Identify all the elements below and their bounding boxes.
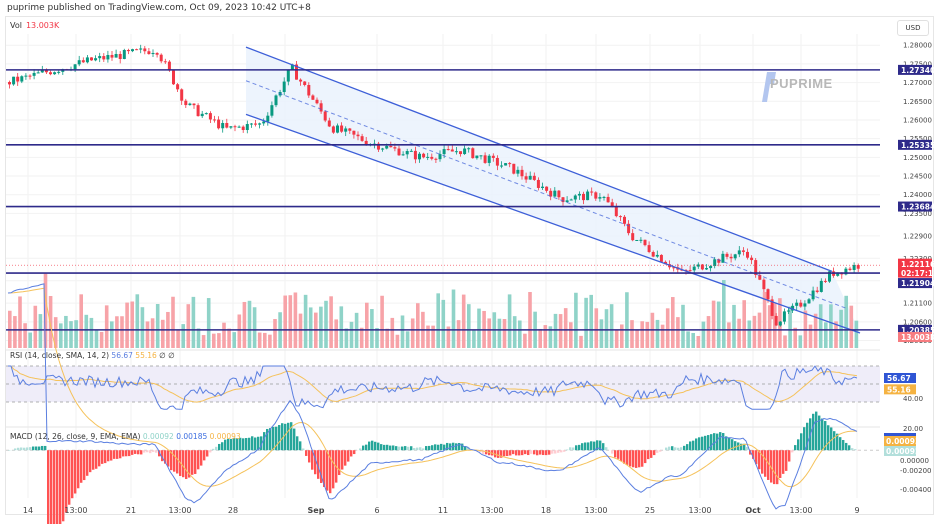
price-tick: 1.20600 [903, 318, 932, 326]
rsi-legend-prefix: RSI (14, close, SMA, 14, 2) [10, 351, 110, 360]
svg-text:20.00: 20.00 [903, 425, 923, 433]
time-tick-11: 25 [644, 506, 656, 515]
currency-button[interactable]: USD [897, 20, 929, 36]
volume-legend-value: 13.003K [25, 21, 60, 30]
support-tag-2 [898, 324, 932, 335]
price-tick: 1.26500 [903, 98, 932, 106]
rsi-sma-value: 55.16 [135, 351, 157, 360]
puprime-logo-icon [762, 72, 776, 102]
resistance-tag-1 [898, 64, 932, 75]
last-price-tag [898, 258, 932, 278]
watermark-logo: PUPRIME [770, 76, 833, 91]
svg-text:-0.00200: -0.00200 [900, 467, 931, 475]
price-tick: 1.27500 [903, 60, 932, 68]
svg-text:02:17:13: 02:17:13 [901, 269, 938, 278]
time-tick-8: 13:00 [480, 506, 504, 515]
svg-text:55.16: 55.16 [887, 385, 911, 394]
chart-frame [5, 16, 934, 515]
time-tick-6: 6 [374, 506, 380, 515]
svg-text:1.25335: 1.25335 [901, 141, 935, 150]
volume-legend-name: Vol [10, 21, 22, 30]
svg-text:13.003K: 13.003K [901, 333, 937, 342]
time-tick-10: 13:00 [584, 506, 608, 515]
volume-bars [8, 273, 859, 348]
price-tick: 1.21100 [903, 300, 932, 308]
svg-text:1.27340: 1.27340 [901, 66, 935, 75]
time-tick-3: 13:00 [168, 506, 192, 515]
rsi-line [8, 365, 858, 410]
macd-line-value: 0.00185 [176, 432, 208, 441]
price-tick: 1.24500 [903, 173, 932, 181]
macd-signal-line [7, 287, 857, 488]
channel-lower [245, 113, 861, 334]
svg-text:1.22116: 1.22116 [901, 260, 935, 269]
price-tick: 1.25500 [903, 135, 932, 143]
svg-text:1.20385: 1.20385 [901, 326, 935, 335]
macd-legend-prefix: MACD (12, 26, close, 9, EMA, EMA) [10, 432, 141, 441]
time-tick-4: 28 [227, 506, 239, 515]
svg-text:-0.00400: -0.00400 [900, 486, 931, 494]
time-tick-1: 13:00 [64, 506, 88, 515]
svg-text:0.00000: 0.00000 [900, 457, 929, 465]
price-tick: 1.22900 [903, 232, 932, 240]
time-tick-0: 14 [22, 506, 34, 515]
svg-text:0.00093: 0.00093 [886, 437, 920, 446]
volume-legend: Vol 13.003K [10, 21, 59, 30]
price-tick: 1.23500 [903, 210, 932, 218]
price-tick: 1.25000 [903, 154, 932, 162]
resistance-tag-2 [898, 139, 932, 150]
publisher-caption: puprime published on TradingView.com, Oc… [7, 3, 311, 13]
resistance-tag-3 [898, 201, 932, 212]
volume-tag [898, 332, 932, 342]
rsi-extra: ∅ ∅ [159, 351, 175, 360]
macd-signal-value: 0.00093 [209, 432, 241, 441]
svg-text:0.00092: 0.00092 [886, 447, 920, 456]
macd-histogram-value: 0.00092 [142, 432, 174, 441]
price-tick: 1.24000 [903, 191, 932, 199]
svg-text:40.00: 40.00 [903, 395, 923, 403]
time-tick-12: 13:00 [688, 506, 712, 515]
candlesticks [8, 44, 860, 327]
channel-upper [245, 46, 833, 272]
channel-midline [245, 80, 847, 309]
time-tick-5: Sep [307, 506, 325, 515]
price-tick: 1.26000 [903, 116, 932, 124]
support-tag-1 [898, 278, 932, 289]
macd-line [7, 283, 858, 510]
price-tick: 1.28000 [903, 42, 932, 50]
svg-text:1.23684: 1.23684 [901, 203, 935, 212]
rsi-legend: RSI (14, close, SMA, 14, 2) 56.67 55.16 … [10, 351, 175, 360]
rsi-value: 56.67 [111, 351, 133, 360]
price-tick: 1.27000 [903, 79, 932, 87]
time-tick-2: 21 [125, 506, 137, 515]
time-tick-14: 13:00 [789, 506, 813, 515]
time-tick-7: 11 [437, 506, 449, 515]
time-tick-9: 18 [540, 506, 552, 515]
svg-text:56.67: 56.67 [887, 374, 911, 383]
time-tick-13: Oct [745, 506, 761, 515]
macd-legend: MACD (12, 26, close, 9, EMA, EMA) 0.0009… [10, 432, 241, 441]
svg-text:1.21904: 1.21904 [901, 279, 935, 288]
time-tick-15: 9 [854, 506, 860, 515]
